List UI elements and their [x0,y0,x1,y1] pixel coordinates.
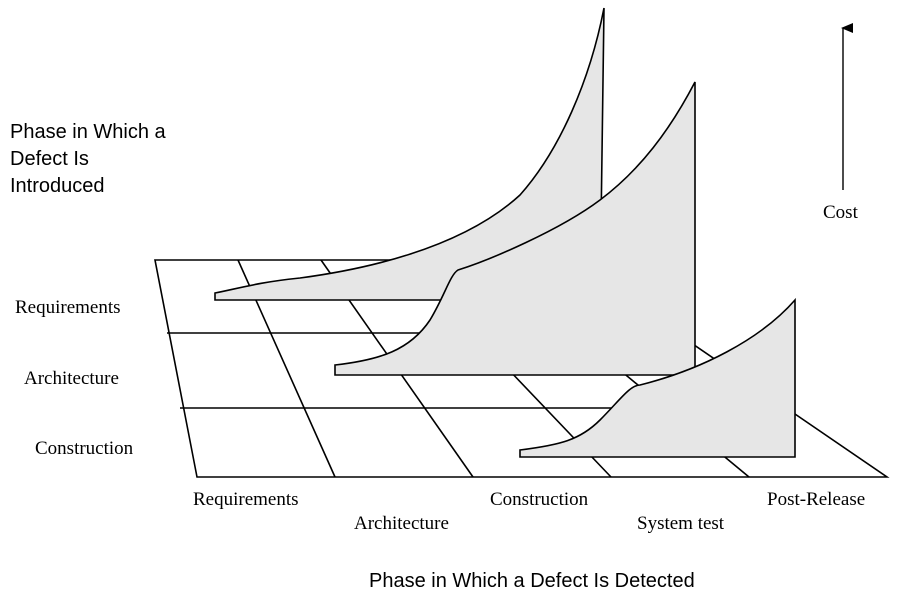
column-label: Post-Release [767,489,865,510]
detected-title: Phase in Which a Defect Is Detected [369,570,695,592]
introduced-title: Phase in Which a [10,121,167,143]
column-label: Construction [490,489,589,510]
column-label: Requirements [193,489,299,510]
cost-label: Cost [823,202,859,223]
column-label: Architecture [354,513,449,534]
row-label: Architecture [24,368,119,389]
row-label: Requirements [15,297,121,318]
cost-curve [519,297,796,458]
cost-curve [214,7,605,301]
cost-curve [334,81,696,376]
row-label: Construction [35,438,134,459]
introduced-title: Defect Is [10,148,89,170]
column-label: System test [637,513,725,534]
introduced-title: Introduced [10,175,105,197]
